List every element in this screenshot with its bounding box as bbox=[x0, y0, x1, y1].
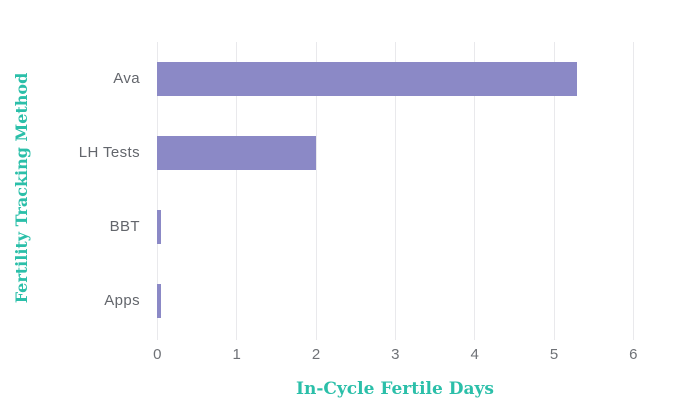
x-tick-label: 0 bbox=[153, 346, 162, 363]
category-label: Apps bbox=[104, 292, 140, 309]
gridline bbox=[236, 42, 238, 340]
x-axis-title: In-Cycle Fertile Days bbox=[296, 379, 494, 399]
x-tick-label: 3 bbox=[391, 346, 400, 363]
gridline bbox=[553, 42, 555, 340]
x-tick-label: 4 bbox=[470, 346, 480, 363]
gridline bbox=[157, 42, 158, 340]
gridline bbox=[395, 42, 396, 340]
bar-apps bbox=[157, 284, 161, 318]
bar-lh-tests bbox=[157, 136, 316, 170]
x-tick-label: 1 bbox=[232, 346, 242, 363]
gridline bbox=[633, 42, 634, 340]
x-tick-label: 2 bbox=[311, 346, 321, 363]
x-tick-label: 6 bbox=[629, 346, 638, 363]
gridline bbox=[315, 42, 317, 340]
x-tick-label: 5 bbox=[549, 346, 559, 363]
category-label: Ava bbox=[113, 70, 140, 87]
bar-ava bbox=[157, 62, 578, 96]
category-label: LH Tests bbox=[78, 144, 140, 161]
category-label: BBT bbox=[109, 218, 140, 235]
y-axis-title: Fertility Tracking Method bbox=[12, 72, 31, 304]
gridline bbox=[474, 42, 476, 340]
bar-bbt bbox=[157, 210, 161, 244]
